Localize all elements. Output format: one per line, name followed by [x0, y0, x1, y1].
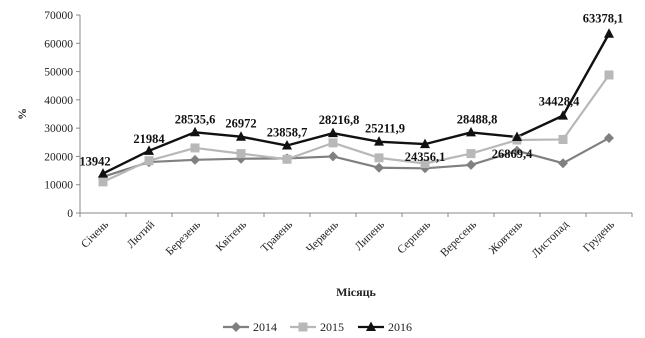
- y-tick-label: 30000: [44, 123, 73, 135]
- marker-2016: [190, 126, 200, 137]
- series-markers: [98, 28, 614, 187]
- marker-2014: [512, 145, 522, 156]
- legend-label: 2014: [253, 320, 277, 334]
- x-tick-label: Лютий: [125, 219, 157, 251]
- y-tick-label: 40000: [44, 95, 73, 107]
- data-label: 28488,8: [457, 112, 498, 126]
- marker-2014: [190, 154, 200, 165]
- x-tick-label: Червень: [304, 219, 341, 256]
- x-tick-label: Липень: [353, 219, 387, 253]
- series-line-2014: [102, 137, 610, 178]
- x-tick-label: Вересень: [438, 219, 479, 260]
- y-tick-label: 50000: [44, 67, 73, 79]
- legend-label: 2015: [320, 320, 344, 334]
- data-label: 63378,1: [583, 12, 624, 26]
- x-tick-label: Березень: [164, 219, 203, 258]
- series-lines: [102, 33, 611, 183]
- y-tick-label: 20000: [44, 151, 73, 163]
- x-tick-label: Серпень: [395, 219, 433, 257]
- y-axis: 0 10000 20000 30000 40000 50000 60000 70000: [44, 10, 81, 220]
- data-labels: 13942 21984 28535,6 26972 23858,7 28216,8 2521…: [79, 12, 623, 169]
- x-tick-label: Січень: [79, 219, 111, 251]
- marker-2015: [420, 159, 430, 168]
- data-label: 24356,1: [405, 150, 446, 164]
- x-axis-title: Місяць: [336, 285, 376, 299]
- y-tick-label: 70000: [44, 10, 73, 22]
- marker-2014: [558, 158, 568, 169]
- marker-2016: [328, 127, 338, 138]
- x-tick-label: Листопад: [530, 219, 572, 261]
- marker-2015: [328, 138, 338, 148]
- data-label: 25211,9: [365, 122, 405, 136]
- marker-2016: [98, 168, 108, 178]
- marker-2015: [98, 177, 108, 187]
- x-tick-label: Травень: [259, 219, 295, 255]
- marker-2015: [374, 153, 384, 163]
- marker-2016: [604, 28, 614, 38]
- marker-2015: [190, 143, 200, 153]
- x-axis: Січень Лютий Березень Квітень Травень Червень…: [79, 212, 633, 261]
- data-label: 23858,7: [267, 126, 308, 140]
- marker-2016: [512, 131, 522, 141]
- x-tick-label: Грудень: [581, 219, 617, 255]
- x-tick-label: Квітень: [214, 219, 249, 254]
- marker-2014: [374, 162, 384, 173]
- legend-marker: [298, 322, 308, 332]
- marker-2015: [144, 156, 154, 166]
- marker-2015: [604, 70, 614, 80]
- marker-2015: [282, 154, 292, 164]
- marker-2016: [236, 131, 246, 141]
- y-tick-label: 10000: [44, 180, 73, 192]
- marker-2015: [558, 134, 568, 144]
- data-label: 26869,4: [492, 147, 533, 161]
- data-label: 13942: [79, 155, 110, 169]
- marker-2014: [466, 159, 476, 170]
- legend-marker: [366, 321, 376, 331]
- marker-2016: [282, 140, 292, 150]
- y-tick-label: 0: [67, 208, 73, 220]
- data-label: 28216,8: [319, 113, 360, 127]
- data-label: 21984: [133, 132, 165, 146]
- marker-2016: [466, 126, 476, 137]
- marker-2016: [374, 136, 384, 146]
- legend: 2014 2015 2016: [223, 320, 412, 334]
- marker-2014: [604, 133, 614, 144]
- series-line-2015: [102, 74, 610, 183]
- series-line-2016: [102, 33, 611, 175]
- marker-2016: [144, 145, 154, 155]
- x-tick-label: Жовтень: [487, 219, 525, 257]
- marker-2016: [420, 138, 430, 149]
- marker-2015: [466, 149, 476, 159]
- legend-marker: [231, 322, 241, 332]
- legend-label: 2016: [388, 320, 412, 334]
- y-axis-title: %: [15, 108, 29, 120]
- data-label: 28535,6: [175, 112, 216, 126]
- marker-2015: [236, 149, 246, 159]
- y-tick-label: 60000: [44, 38, 73, 50]
- data-label: 26972: [225, 117, 256, 131]
- marker-2014: [328, 151, 338, 162]
- data-label: 34428,4: [539, 95, 580, 109]
- marker-2016: [558, 110, 568, 120]
